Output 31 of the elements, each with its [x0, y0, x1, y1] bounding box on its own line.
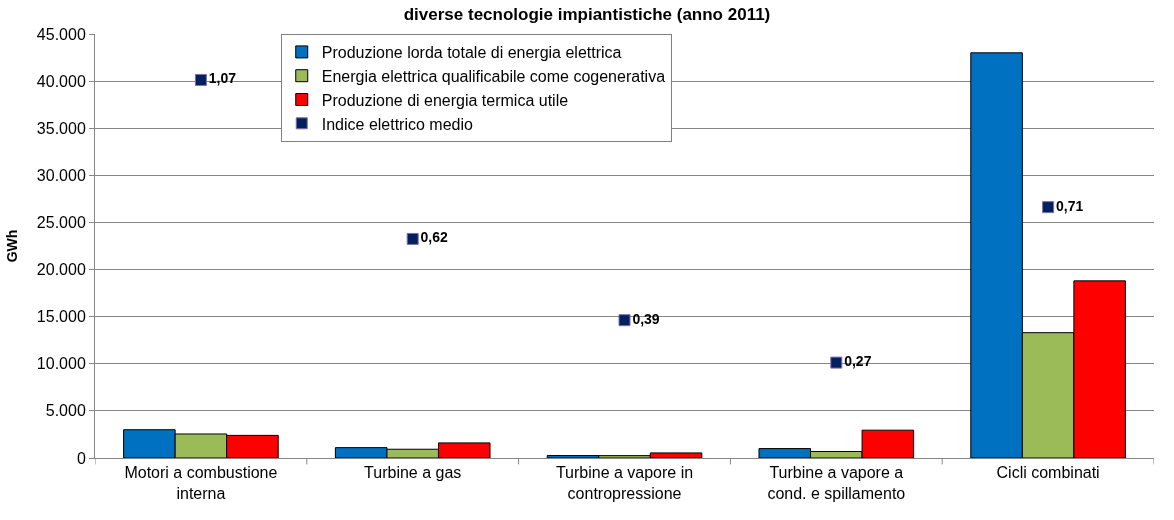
y-axis-title: GWh [4, 229, 21, 263]
y-tick-label: 20.000 [36, 261, 86, 279]
chart-title: diverse tecnologie impiantistiche (anno 2011) [403, 4, 771, 24]
x-tick-label: Motori a combustione interna [124, 464, 278, 502]
legend-label: Produzione di energia termica utile [321, 91, 569, 109]
data-label: 0,71 [1055, 197, 1084, 214]
y-tick-label: 25.000 [36, 214, 86, 232]
data-label: 1,07 [208, 70, 237, 87]
data-label: 0,39 [632, 310, 660, 327]
y-tick-label: 0 [76, 449, 86, 467]
x-tick-label: Cicli combinati [996, 464, 1100, 482]
y-tick-label: 15.000 [36, 308, 86, 326]
y-tick-label: 30.000 [36, 166, 86, 184]
point [1042, 201, 1055, 214]
legend-label: Produzione lorda totale di energia elettrica [321, 44, 622, 62]
y-tick-label: 40.000 [36, 72, 86, 90]
point [830, 356, 843, 369]
data-label: 0,27 [844, 353, 872, 370]
point [406, 232, 419, 245]
y-tick-label: 5.000 [45, 402, 86, 420]
x-tick-label: Turbine a gas [364, 464, 462, 482]
y-tick-label: 10.000 [36, 355, 86, 373]
y-tick-label: 45.000 [36, 25, 86, 43]
x-tick-label: Turbine a vapore in contropressione [555, 464, 694, 502]
data-label: 0,62 [420, 229, 449, 246]
legend-label: Energia elettrica qualificabile come cogenerativa [321, 67, 666, 85]
y-tick-label: 35.000 [36, 119, 86, 137]
point [618, 314, 631, 327]
x-tick-label: Turbine a vapore a cond. e spillamento [767, 464, 906, 502]
legend-label: Indice elettrico medio [321, 115, 474, 133]
point [194, 73, 207, 86]
